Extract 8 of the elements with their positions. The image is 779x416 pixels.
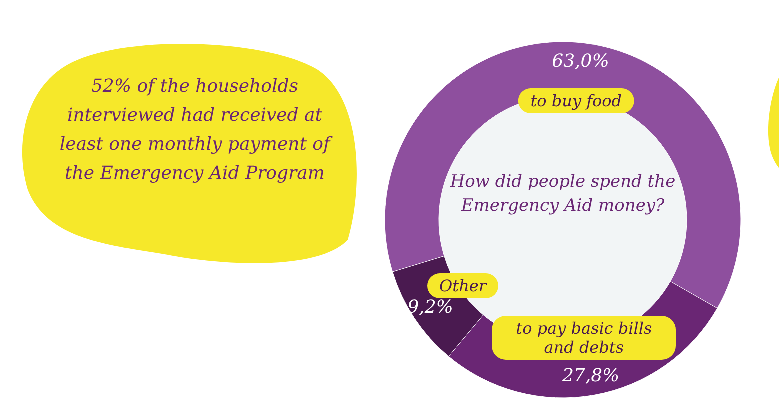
slice-label: to pay basic bills and debts [492, 316, 676, 360]
data-label: 9,2% [408, 296, 454, 318]
slice-label: Other [428, 274, 498, 299]
data-label: 27,8% [561, 366, 620, 387]
data-label: 63,0% [552, 50, 610, 72]
text: 52% of the households interviewed had received at least one monthly payment of the Emergency Aid Program [58, 75, 334, 186]
text: How did people spend the Emergency Aid money? [449, 171, 677, 218]
slice-label: to buy food [518, 88, 634, 114]
